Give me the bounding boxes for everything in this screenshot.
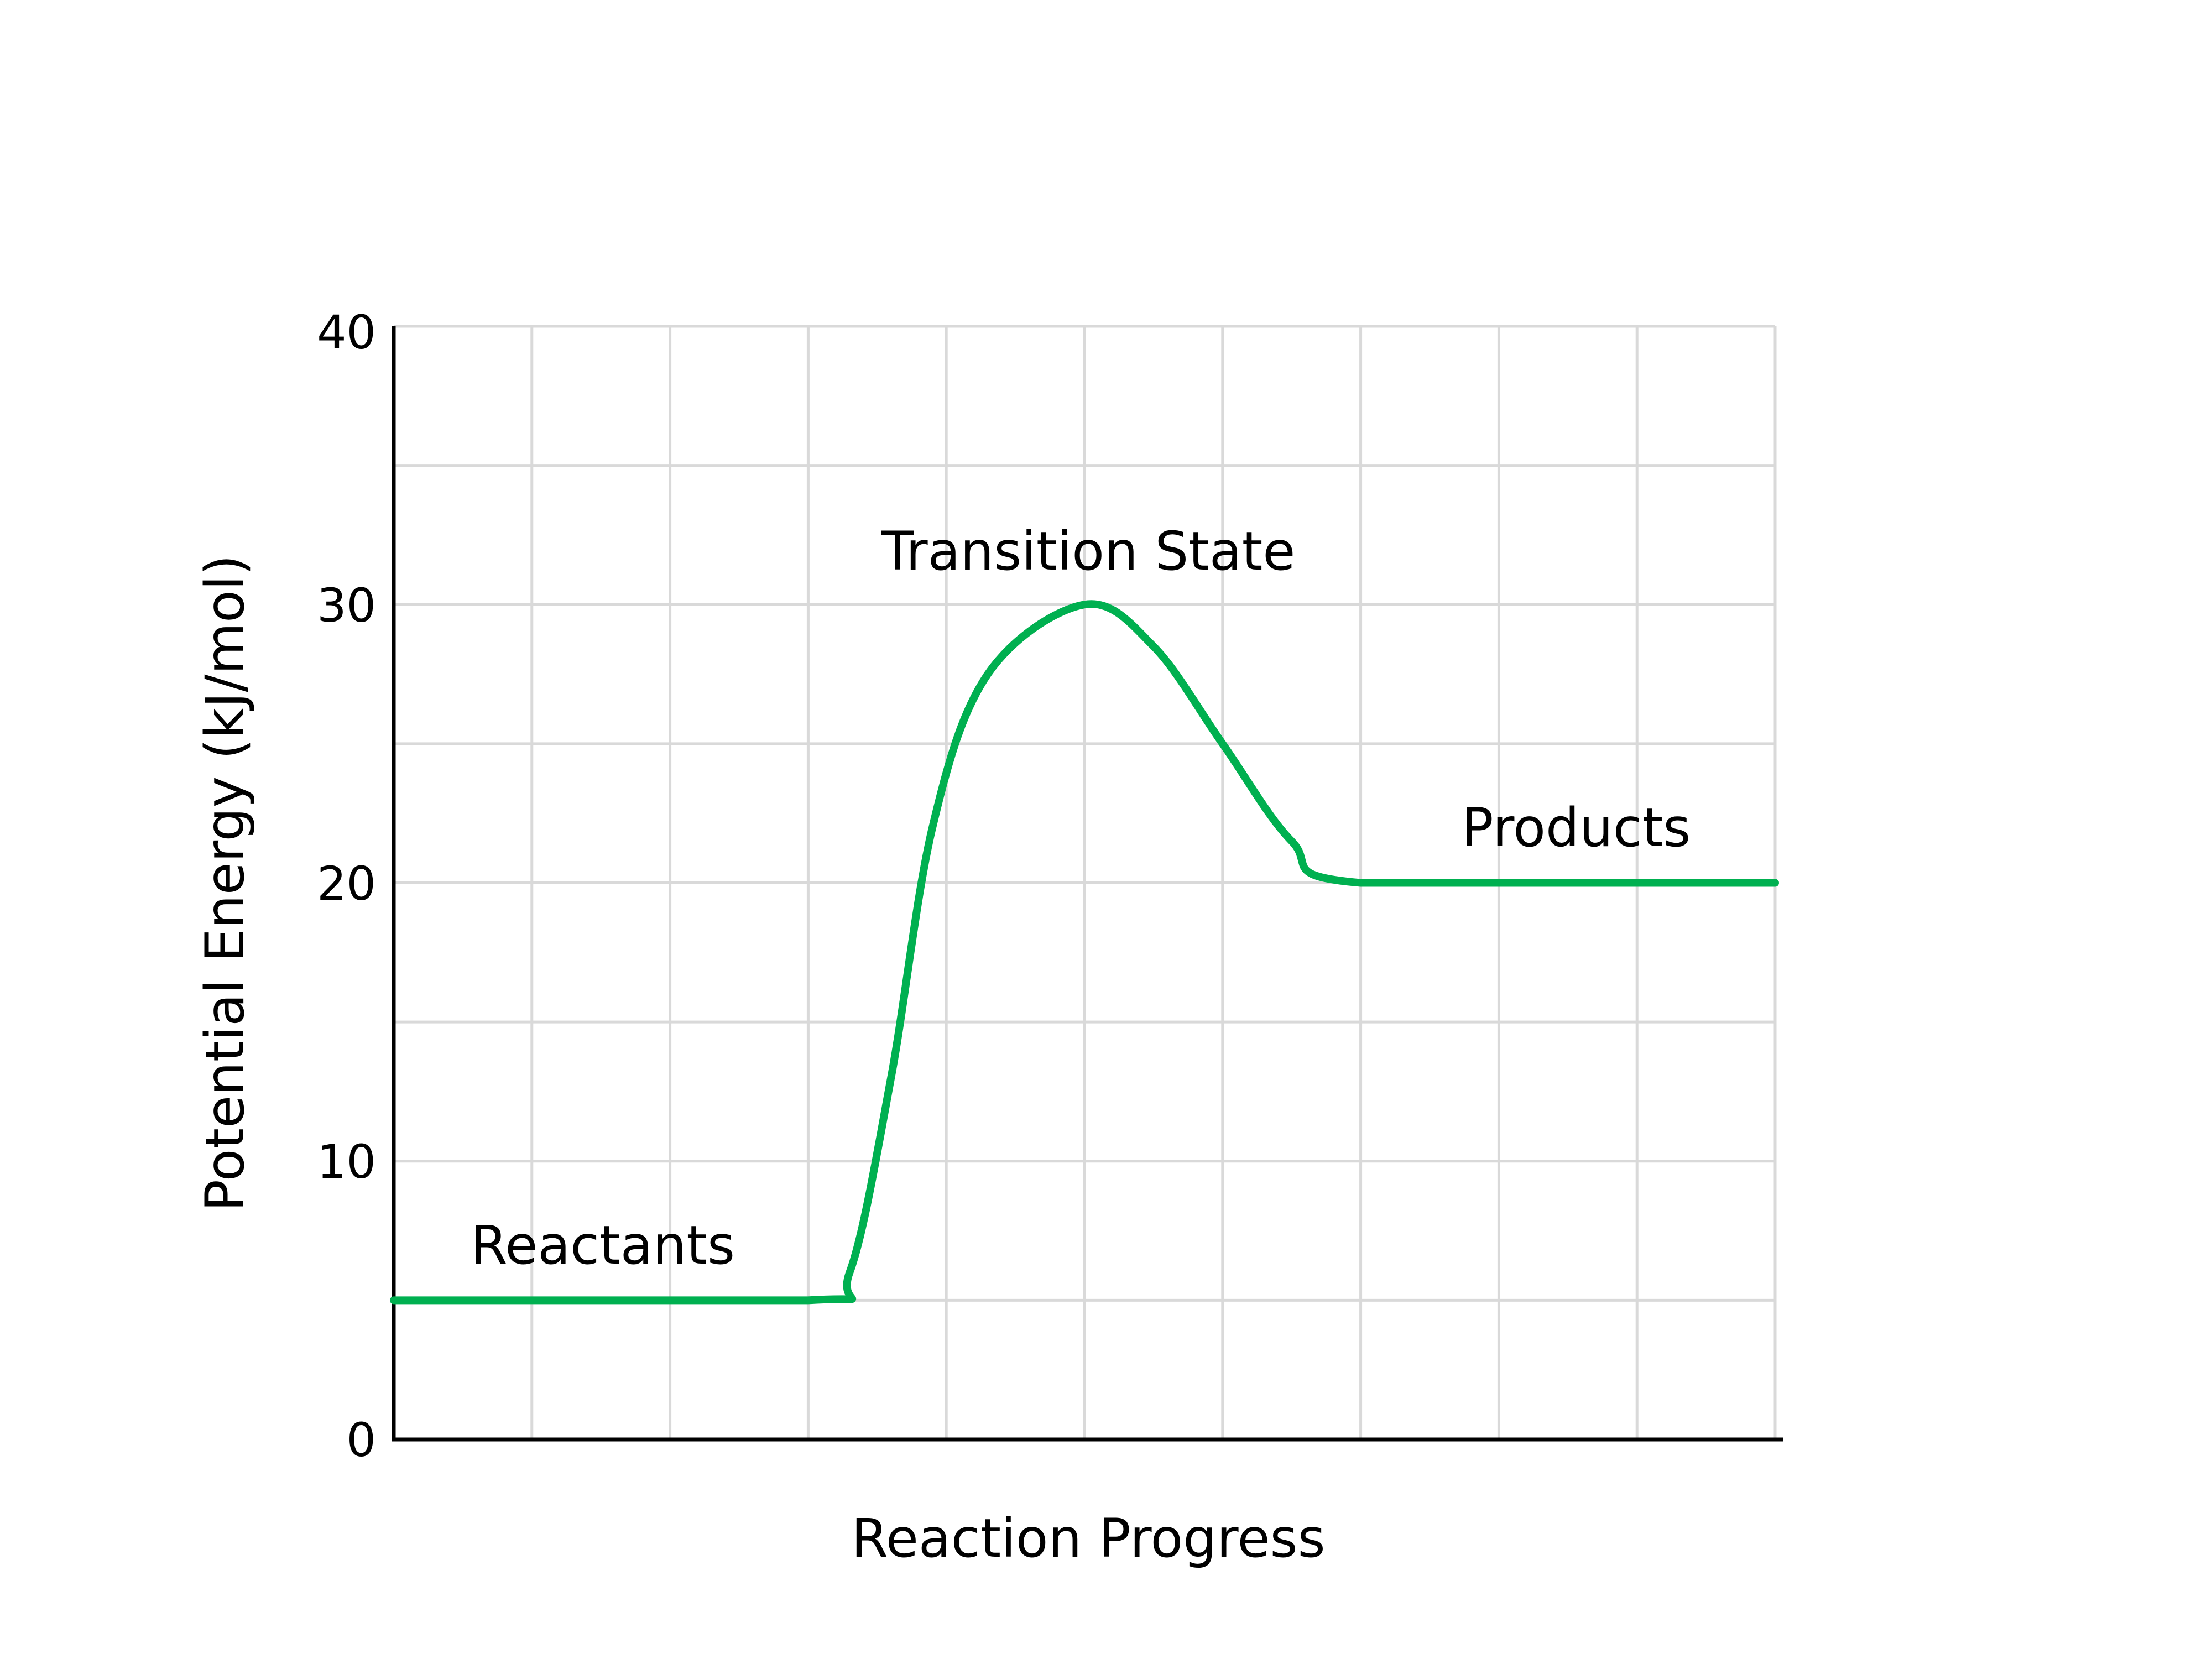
- transition-state-label: Transition State: [881, 520, 1296, 582]
- y-axis-title: Potential Energy (kJ/mol): [194, 555, 256, 1212]
- y-tick-10: 10: [317, 1135, 376, 1189]
- y-tick-labels: 0 10 20 30 40: [317, 305, 376, 1467]
- energy-curve: [390, 600, 1779, 1305]
- x-axis-title: Reaction Progress: [851, 1507, 1325, 1569]
- y-tick-30: 30: [317, 578, 376, 633]
- products-label: Products: [1462, 797, 1691, 859]
- y-tick-0: 0: [347, 1413, 376, 1467]
- reactants-label: Reactants: [471, 1214, 735, 1276]
- y-tick-20: 20: [317, 857, 376, 911]
- y-tick-40: 40: [317, 305, 376, 359]
- axes: [392, 326, 1783, 1442]
